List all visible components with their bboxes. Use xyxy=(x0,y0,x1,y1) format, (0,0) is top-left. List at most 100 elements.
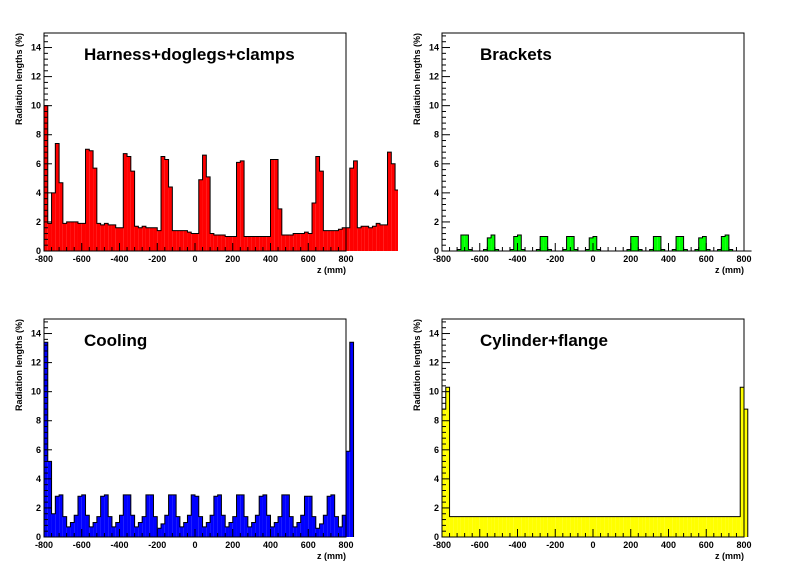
histogram-bar xyxy=(213,496,218,537)
histogram-bar xyxy=(676,516,680,537)
histogram-bar xyxy=(468,249,473,251)
histogram-bar xyxy=(221,515,226,537)
histogram-bar xyxy=(157,528,162,537)
histogram-bar xyxy=(672,516,677,537)
histogram-bar xyxy=(228,236,233,251)
x-tick-label: -800 xyxy=(433,254,451,264)
histogram-bar xyxy=(172,230,177,251)
histogram-bar xyxy=(679,236,684,251)
histogram-bar xyxy=(232,516,237,537)
histogram-bar xyxy=(547,249,552,251)
histogram-bar xyxy=(270,526,275,537)
histogram-bar xyxy=(145,227,150,251)
y-tick-label: 8 xyxy=(36,130,41,140)
histogram-bar xyxy=(59,182,63,251)
x-axis-label: z (mm) xyxy=(715,265,744,275)
histogram-bar xyxy=(638,516,643,537)
histogram-bar xyxy=(85,149,90,251)
histogram-bar xyxy=(472,516,476,537)
histogram-bar xyxy=(521,249,526,251)
histogram-bar xyxy=(85,515,90,537)
histogram-bar xyxy=(464,516,469,537)
histogram-bar xyxy=(96,223,101,251)
histogram-bar xyxy=(232,236,237,251)
histogram-bar xyxy=(100,224,105,251)
histogram-bar xyxy=(698,516,703,537)
chart-svg: 0 2 4 6 8 10 12 14 -800 -600 -400 -200 0 200 400 600 800… xyxy=(14,32,398,275)
x-tick-label: -800 xyxy=(35,254,53,264)
histogram-bar xyxy=(198,516,203,537)
histogram-bar xyxy=(379,224,384,251)
histogram-bar xyxy=(51,513,56,537)
histogram-bar xyxy=(262,236,267,251)
histogram-bar xyxy=(244,236,248,251)
chart-svg: 0 2 4 6 8 10 12 14 -800 -600 -400 -200 0 200 400 600 800… xyxy=(412,32,752,275)
histogram-bar xyxy=(259,236,263,251)
histogram-bar xyxy=(228,522,233,537)
chart-title: Cylinder+flange xyxy=(480,331,608,350)
histogram-bar xyxy=(206,522,211,537)
histogram-bar xyxy=(566,516,571,537)
histogram-bar xyxy=(349,342,354,537)
y-tick-label: 4 xyxy=(434,188,439,198)
y-tick-label: 0 xyxy=(434,246,439,256)
histogram-bar xyxy=(55,496,60,537)
chart-cylinder-flange: 0 2 4 6 8 10 12 14 -800 -600 -400 -200 0 200 400 600 800… xyxy=(398,286,796,572)
histogram-bar xyxy=(638,249,643,251)
histogram-bar xyxy=(676,236,680,251)
plot-area xyxy=(442,319,744,537)
histogram-bar xyxy=(153,516,158,537)
histogram-bar xyxy=(657,236,661,251)
histogram-bar xyxy=(540,516,544,537)
x-tick-label: 400 xyxy=(263,540,278,550)
x-tick-label: -600 xyxy=(73,254,91,264)
x-tick-label: -600 xyxy=(471,254,489,264)
histogram-bar xyxy=(161,156,165,251)
chart-svg: 0 2 4 6 8 10 12 14 -800 -600 -400 -200 0 200 400 600 800… xyxy=(412,318,752,561)
chart-svg: 0 2 4 6 8 10 12 14 -800 -600 -400 -200 0 200 400 600 800… xyxy=(14,318,355,561)
histogram-bar xyxy=(168,494,173,537)
histogram-bar xyxy=(694,516,699,537)
histogram-bar xyxy=(179,230,184,251)
histogram-bar xyxy=(323,515,328,537)
histogram-bar xyxy=(645,516,650,537)
histogram-bar xyxy=(123,494,128,537)
histogram-bar xyxy=(376,223,380,251)
x-tick-label: -800 xyxy=(433,540,451,550)
histogram-bar xyxy=(138,227,143,251)
histogram-outline xyxy=(441,386,749,537)
y-tick-label: 14 xyxy=(31,43,41,53)
histogram-bar xyxy=(391,163,396,251)
histogram-bar xyxy=(668,516,673,537)
histogram-bar xyxy=(483,249,488,251)
chart-title: Cooling xyxy=(84,331,147,350)
y-tick-label: 10 xyxy=(429,387,439,397)
histogram-bar xyxy=(574,249,578,251)
histogram-bar xyxy=(487,237,492,251)
histogram-bar xyxy=(728,249,733,251)
histogram-bar xyxy=(464,235,469,251)
chart-brackets: 0 2 4 6 8 10 12 14 -800 -600 -400 -200 0 200 400 600 800… xyxy=(398,0,796,286)
histogram-bar xyxy=(634,516,639,537)
histogram-bar xyxy=(706,516,711,537)
y-tick-label: 6 xyxy=(434,159,439,169)
chart-title: Brackets xyxy=(480,45,552,64)
x-tick-label: -400 xyxy=(110,254,128,264)
histogram-outline xyxy=(43,341,355,537)
histogram-bar xyxy=(47,461,52,537)
y-tick-label: 14 xyxy=(429,43,439,53)
y-tick-label: 0 xyxy=(36,532,41,542)
x-tick-label: 200 xyxy=(225,254,240,264)
histogram-bar xyxy=(494,516,499,537)
histogram-bar xyxy=(198,179,203,251)
histogram-bar xyxy=(251,522,256,537)
histogram-bar xyxy=(721,236,726,251)
y-tick-label: 8 xyxy=(434,130,439,140)
histogram-bar xyxy=(210,233,214,251)
histogram-bar xyxy=(596,249,601,251)
histogram-bar xyxy=(525,516,529,537)
histogram-bar xyxy=(570,236,575,251)
histogram-bar xyxy=(660,516,665,537)
y-tick-label: 10 xyxy=(429,101,439,111)
histogram-bar xyxy=(247,526,252,537)
